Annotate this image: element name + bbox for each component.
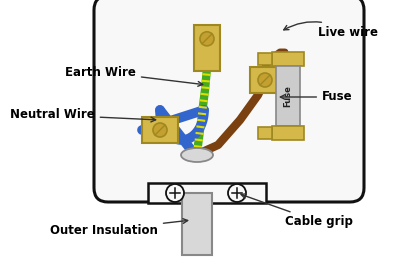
Circle shape — [258, 73, 272, 87]
Bar — [148, 183, 266, 203]
Bar — [272, 126, 304, 140]
Text: Neutral Wire: Neutral Wire — [10, 109, 156, 122]
Text: Fuse: Fuse — [280, 91, 353, 104]
Circle shape — [153, 123, 167, 137]
Circle shape — [200, 32, 214, 46]
Text: Fuse: Fuse — [284, 85, 292, 107]
Bar — [182, 193, 212, 255]
Bar — [258, 53, 272, 65]
Bar — [258, 127, 272, 139]
Text: Live wire: Live wire — [284, 22, 378, 39]
Bar — [272, 52, 304, 66]
Text: Earth Wire: Earth Wire — [65, 66, 203, 86]
Bar — [194, 25, 220, 71]
Circle shape — [228, 184, 246, 202]
FancyBboxPatch shape — [94, 0, 364, 202]
Bar — [250, 67, 280, 93]
Circle shape — [166, 184, 184, 202]
Ellipse shape — [181, 148, 213, 162]
Bar — [142, 117, 178, 143]
Text: Cable grip: Cable grip — [241, 194, 353, 228]
Bar — [276, 66, 300, 126]
Text: Outer Insulation: Outer Insulation — [50, 219, 188, 236]
